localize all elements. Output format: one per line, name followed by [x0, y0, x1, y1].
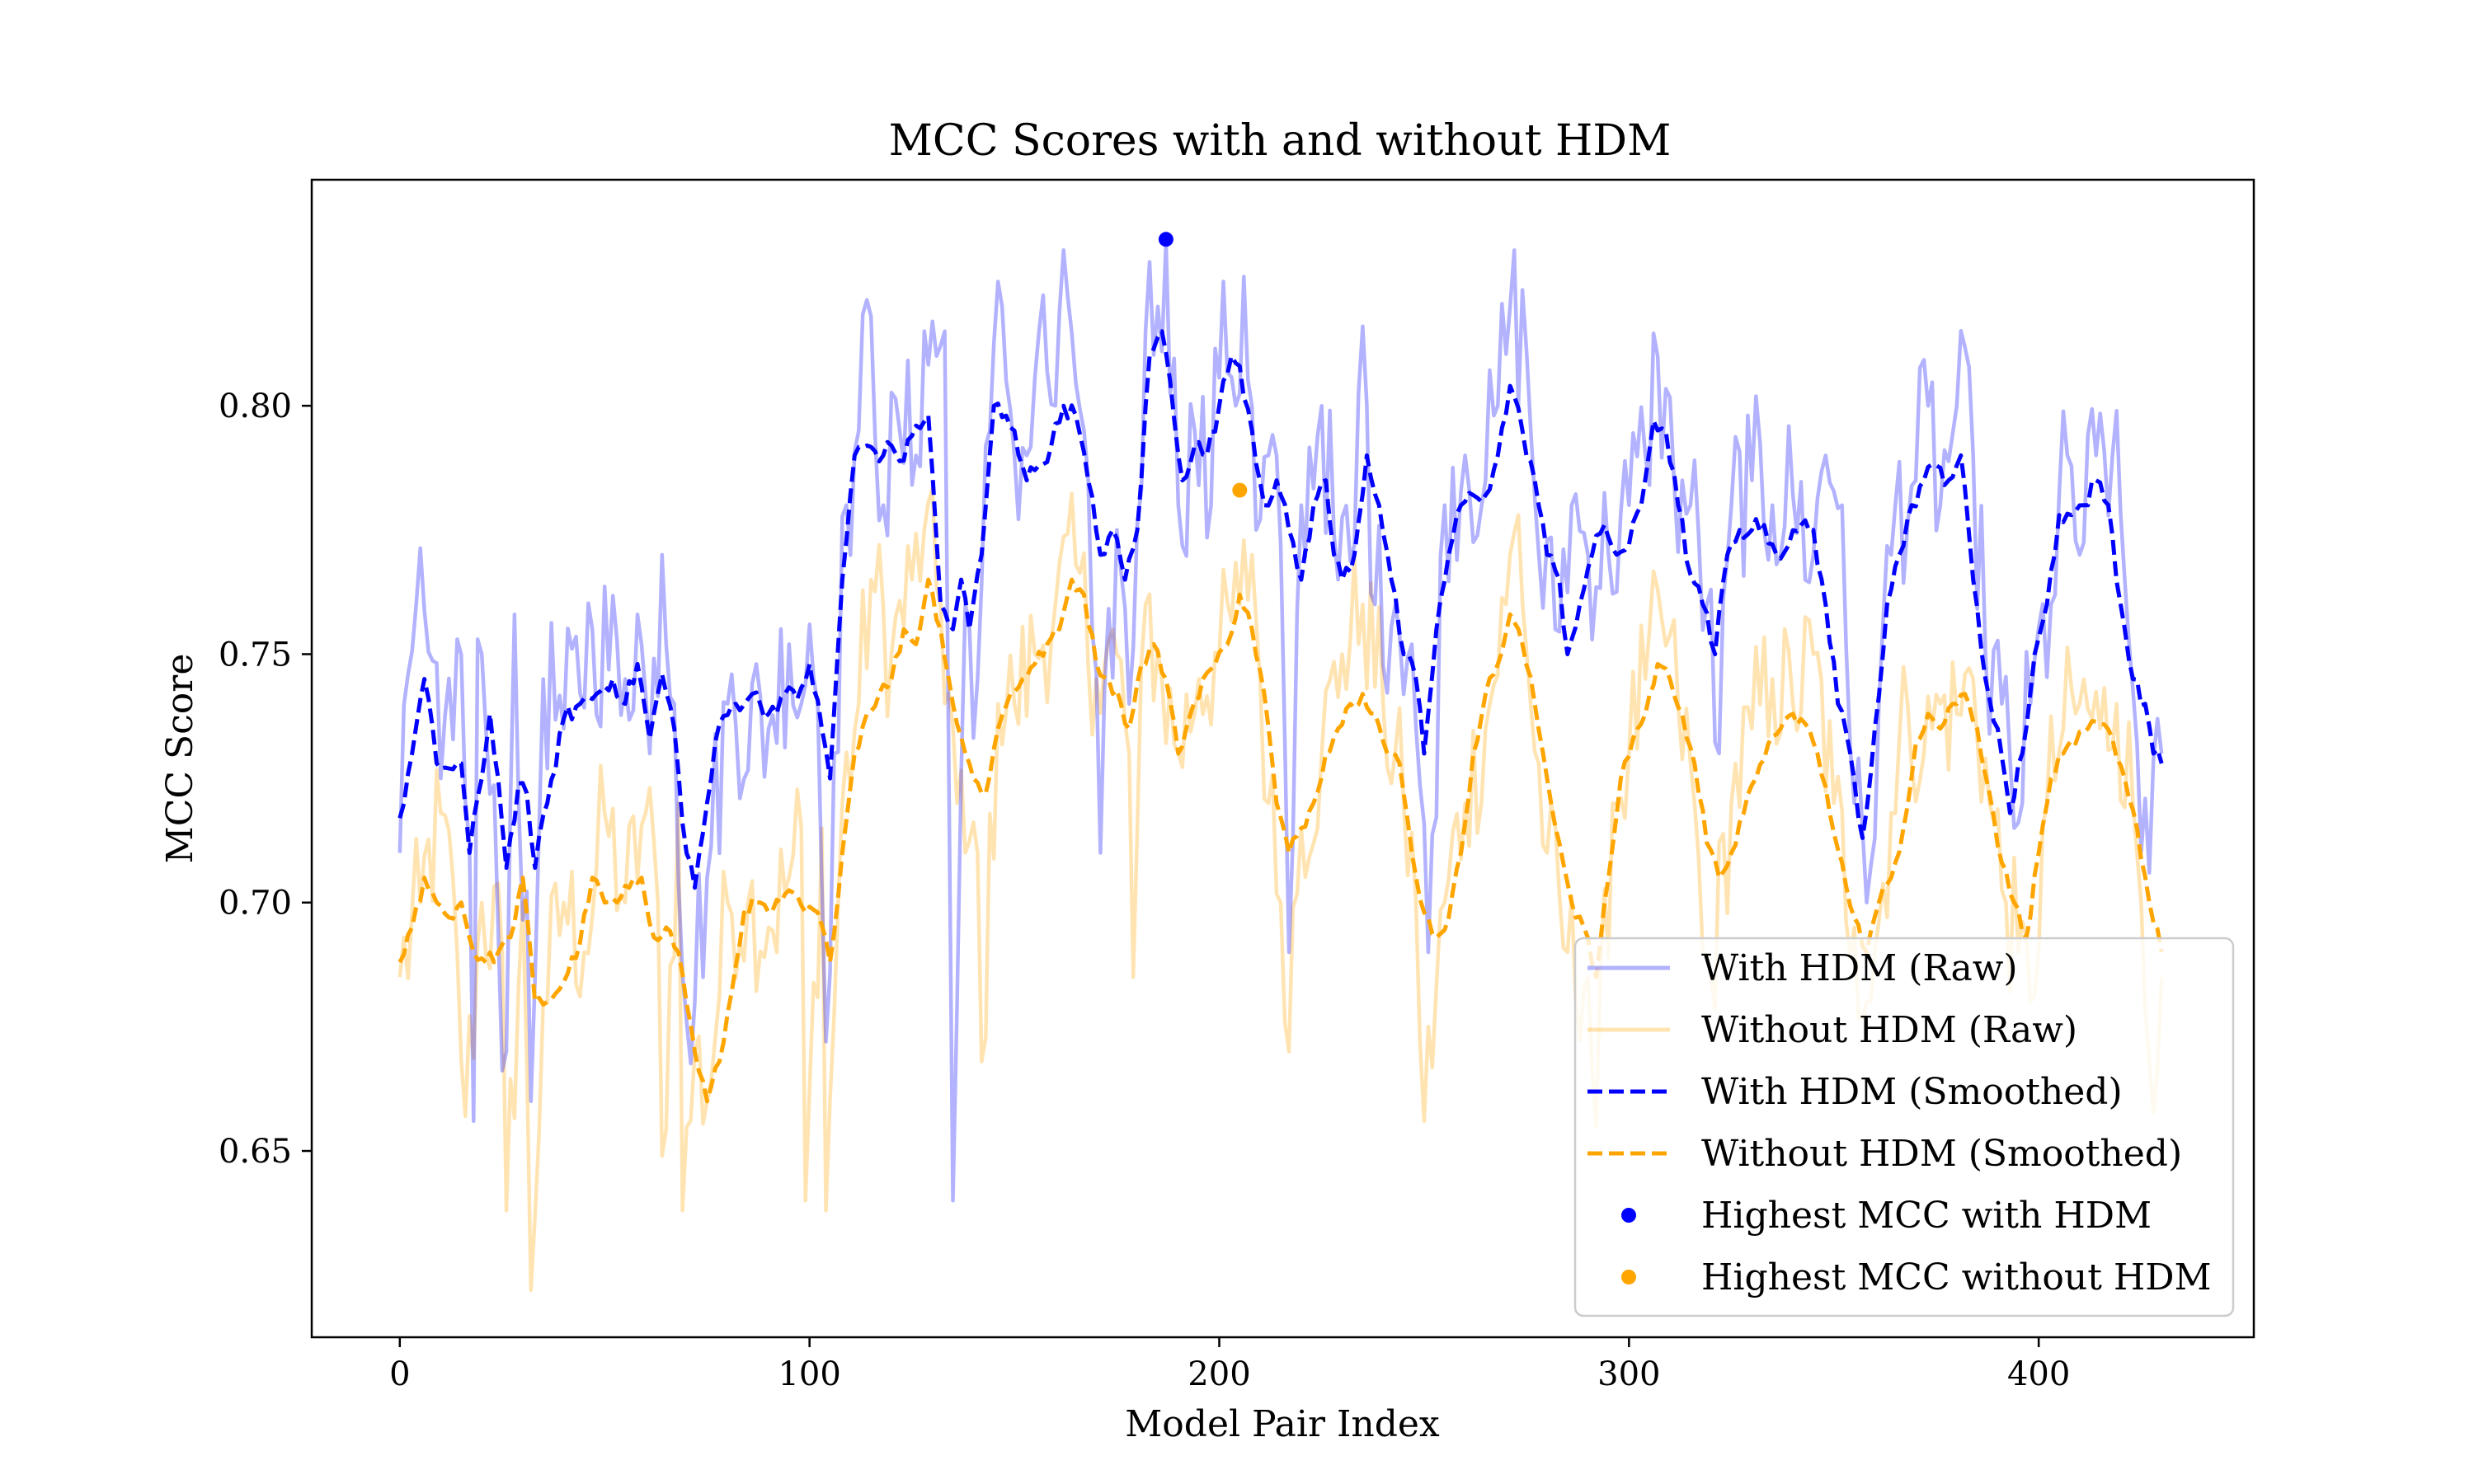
chart-title: MCC Scores with and without HDM	[889, 116, 1672, 166]
x-tick-label: 0	[389, 1355, 410, 1393]
y-tick-label: 0.70	[219, 885, 292, 923]
legend-label: With HDM (Raw)	[1701, 947, 2018, 989]
series-line-2	[397, 329, 2164, 890]
series-line-0	[397, 240, 2164, 1203]
legend-label: Highest MCC with HDM	[1701, 1195, 2152, 1237]
marker-layer	[1158, 232, 1248, 498]
x-tick-label: 400	[2007, 1355, 2070, 1393]
x-tick-label: 300	[1597, 1355, 1660, 1393]
legend: With HDM (Raw) Without HDM (Raw) With HDM …	[1573, 937, 2235, 1317]
y-tick-label: 0.80	[219, 387, 292, 425]
legend-label: Without HDM (Smoothed)	[1701, 1133, 2182, 1175]
y-tick-label: 0.75	[219, 636, 292, 674]
legend-marker	[1621, 1208, 1636, 1223]
legend-label: Highest MCC without HDM	[1701, 1256, 2212, 1298]
axes-frame	[310, 178, 2255, 1339]
x-tick-label: 200	[1188, 1355, 1250, 1393]
legend-box	[1573, 937, 2235, 1317]
legend-marker	[1621, 1270, 1636, 1284]
max-marker-4	[1158, 232, 1174, 247]
series-line-3	[397, 577, 2164, 1104]
y-tick-label: 0.65	[219, 1133, 292, 1171]
legend-label: Without HDM (Raw)	[1701, 1009, 2077, 1051]
x-tick-label: 100	[778, 1355, 840, 1393]
max-marker-5	[1232, 482, 1248, 498]
x-axis-title: Model Pair Index	[1125, 1403, 1440, 1445]
y-axis: 0.65 0.70 0.75 0.80	[219, 387, 312, 1171]
legend-label: With HDM (Smoothed)	[1701, 1071, 2123, 1113]
x-axis: 0 100 200 300 400	[389, 1337, 2070, 1393]
y-axis-title: MCC Score	[159, 654, 201, 864]
